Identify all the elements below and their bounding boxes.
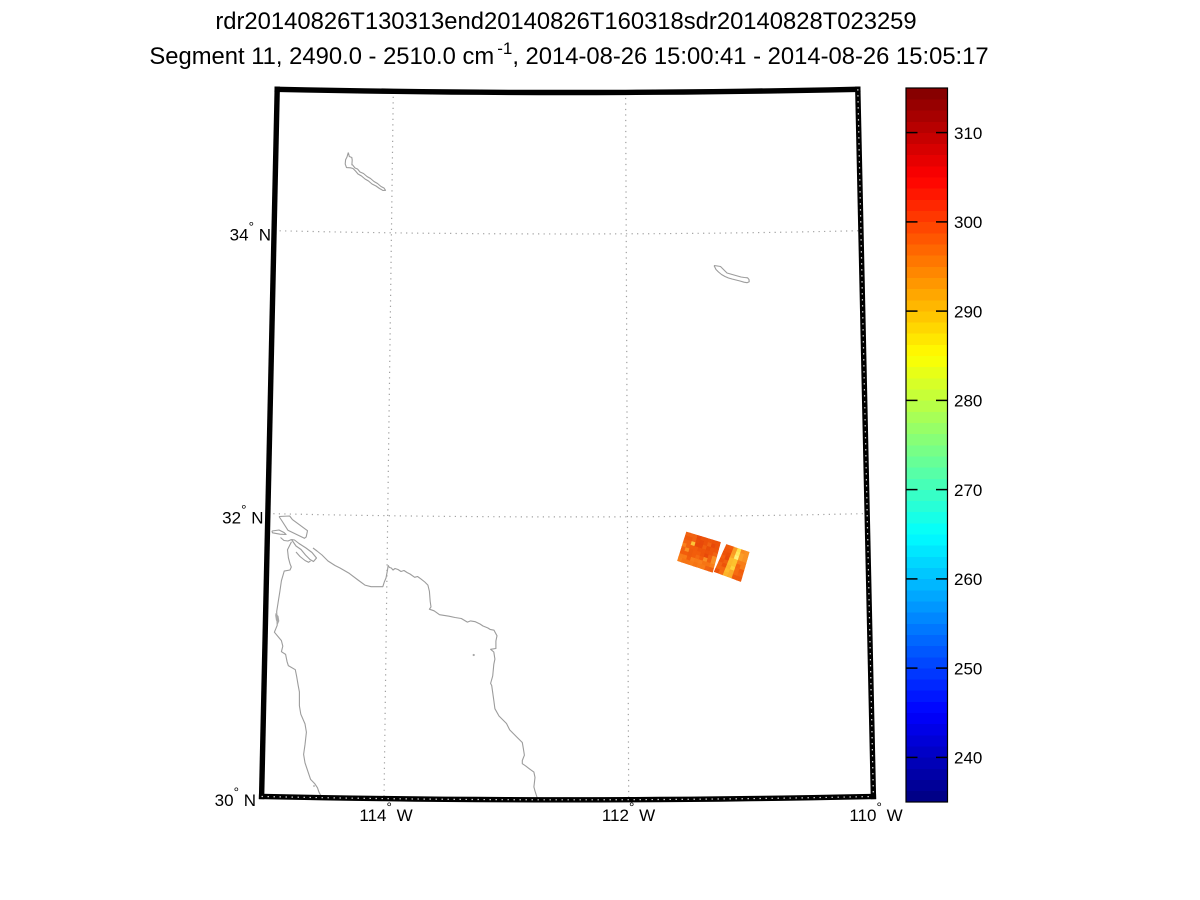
svg-text:30° N: 30° N — [215, 785, 256, 810]
svg-text:250: 250 — [954, 659, 982, 678]
svg-text:290: 290 — [954, 302, 982, 321]
svg-text:260: 260 — [954, 570, 982, 589]
svg-text:Segment 11, 2490.0 - 2510.0 cm: Segment 11, 2490.0 - 2510.0 cm -1, 2014-0… — [149, 39, 988, 70]
svg-text:rdr20140826T130313end20140826T: rdr20140826T130313end20140826T160318sdr2… — [215, 8, 916, 35]
svg-text:240: 240 — [954, 749, 982, 768]
svg-text:310: 310 — [954, 124, 982, 143]
svg-text:280: 280 — [954, 392, 982, 411]
svg-text:270: 270 — [954, 481, 982, 500]
svg-text:300: 300 — [954, 213, 982, 232]
